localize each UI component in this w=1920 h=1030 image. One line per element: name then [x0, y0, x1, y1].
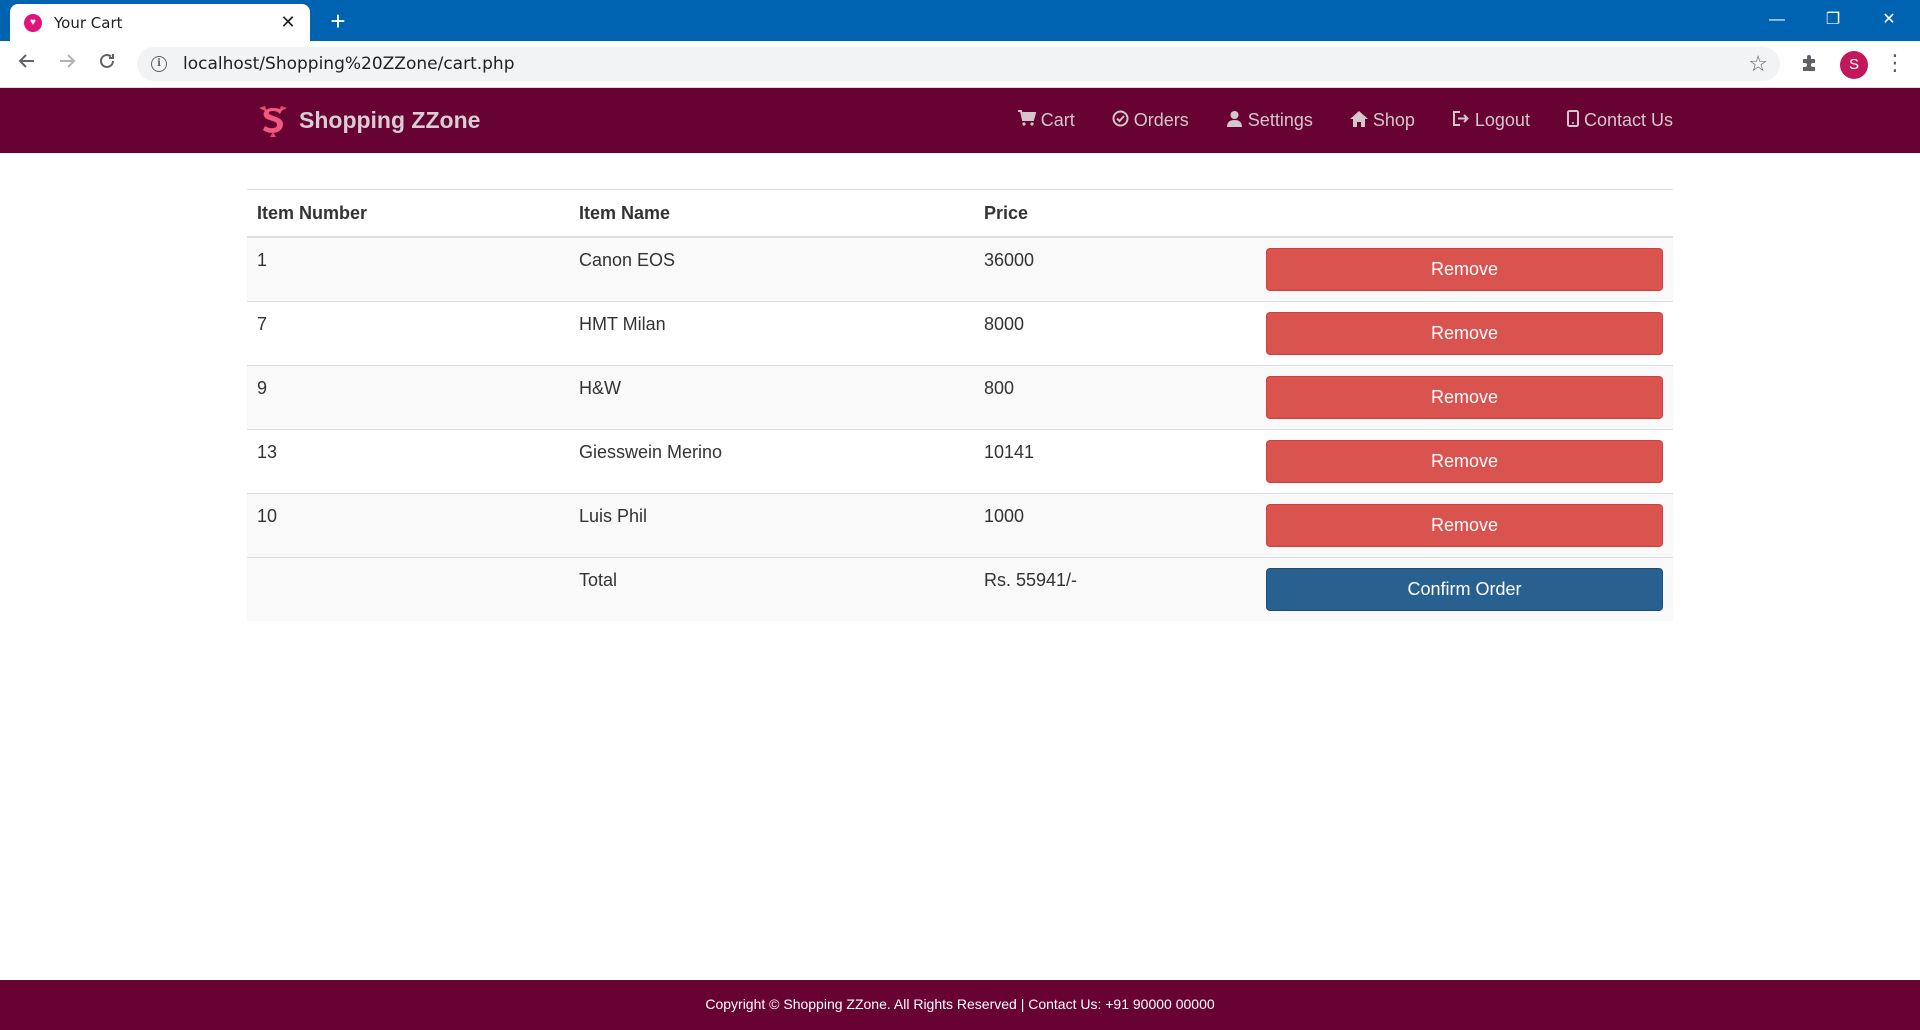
window-restore-button[interactable]: ❐: [1825, 11, 1841, 28]
site-info-icon[interactable]: i: [151, 56, 167, 72]
table-row: 9 H&W 800 Remove: [247, 365, 1673, 430]
remove-button[interactable]: Remove: [1266, 440, 1663, 483]
item-name: H&W: [569, 365, 974, 430]
item-price: 800: [974, 365, 1256, 430]
forward-arrow-icon: [60, 54, 76, 68]
site-favicon-icon: ♥: [24, 13, 42, 32]
window-close-button[interactable]: ✕: [1882, 11, 1896, 28]
browser-tab[interactable]: ♥ Your Cart ✕: [10, 4, 310, 41]
reload-icon: [100, 53, 114, 68]
total-label: Total: [569, 557, 974, 621]
item-number: 1: [247, 236, 569, 302]
site-navbar: Shopping ZZone Cart Orders Settings Shop: [0, 88, 1920, 153]
nav-settings[interactable]: Settings: [1226, 110, 1313, 132]
logout-icon: [1452, 110, 1470, 132]
brand-link[interactable]: Shopping ZZone: [255, 102, 480, 138]
reload-button[interactable]: [93, 51, 121, 79]
header-price: Price: [974, 189, 1256, 238]
table-row: 10 Luis Phil 1000 Remove: [247, 493, 1673, 558]
total-row: Total Rs. 55941/- Confirm Order: [247, 557, 1673, 621]
cart-table: Item Number Item Name Price 1 Canon EOS …: [247, 189, 1673, 621]
extensions-puzzle-icon[interactable]: [1800, 53, 1820, 79]
phone-icon: [1566, 109, 1579, 132]
nav-cart[interactable]: Cart: [1017, 110, 1075, 131]
item-name: Giesswein Merino: [569, 429, 974, 494]
site-footer: Copyright © Shopping ZZone. All Rights R…: [0, 980, 1920, 1030]
address-bar[interactable]: i localhost/Shopping%20ZZone/cart.php ☆: [137, 47, 1780, 81]
nav-shop[interactable]: Shop: [1349, 110, 1415, 132]
tab-title: Your Cart: [54, 13, 123, 32]
browser-menu-icon[interactable]: ⋮: [1884, 50, 1906, 75]
user-icon: [1226, 110, 1243, 132]
item-name: Luis Phil: [569, 493, 974, 558]
browser-tab-bar: ♥ Your Cart ✕ + — ❐ ✕: [0, 0, 1920, 41]
new-tab-button[interactable]: +: [330, 6, 346, 36]
nav-logout-label: Logout: [1474, 110, 1530, 130]
window-minimize-button[interactable]: —: [1769, 11, 1785, 28]
browser-toolbar: i localhost/Shopping%20ZZone/cart.php ☆ …: [0, 41, 1920, 88]
header-item-name: Item Name: [569, 189, 974, 238]
table-row: 13 Giesswein Merino 10141 Remove: [247, 429, 1673, 494]
nav-menu: Cart Orders Settings Shop Logout: [981, 88, 1673, 153]
bookmark-star-icon[interactable]: ☆: [1748, 51, 1768, 76]
total-empty-cell: [247, 557, 569, 621]
item-name: Canon EOS: [569, 236, 974, 302]
tab-close-icon[interactable]: ✕: [280, 12, 296, 32]
footer-copyright: Copyright © Shopping ZZone. All Rights R…: [705, 996, 1215, 1012]
header-item-number: Item Number: [247, 189, 569, 238]
item-price: 36000: [974, 236, 1256, 302]
remove-button[interactable]: Remove: [1266, 248, 1663, 291]
total-value: Rs. 55941/-: [974, 557, 1256, 621]
check-circle-icon: [1112, 110, 1129, 132]
forward-button[interactable]: [53, 51, 81, 79]
table-row: 7 HMT Milan 8000 Remove: [247, 301, 1673, 366]
home-icon: [1349, 110, 1368, 132]
nav-shop-label: Shop: [1372, 110, 1415, 130]
confirm-order-button[interactable]: Confirm Order: [1266, 568, 1663, 611]
item-name: HMT Milan: [569, 301, 974, 366]
table-header-row: Item Number Item Name Price: [247, 189, 1673, 238]
remove-button[interactable]: Remove: [1266, 376, 1663, 419]
brand-name: Shopping ZZone: [299, 106, 481, 133]
back-button[interactable]: [13, 51, 41, 79]
table-row: 1 Canon EOS 36000 Remove: [247, 236, 1673, 302]
cart-icon: [1017, 110, 1037, 131]
profile-avatar[interactable]: S: [1840, 51, 1868, 79]
nav-contact-label: Contact Us: [1583, 110, 1673, 130]
item-price: 1000: [974, 493, 1256, 558]
item-number: 7: [247, 301, 569, 366]
nav-contact[interactable]: Contact Us: [1566, 109, 1673, 132]
back-arrow-icon: [18, 54, 34, 68]
brand-logo-icon: [259, 106, 287, 137]
url-text[interactable]: localhost/Shopping%20ZZone/cart.php: [183, 54, 515, 74]
remove-button[interactable]: Remove: [1266, 312, 1663, 355]
item-price: 10141: [974, 429, 1256, 494]
remove-button[interactable]: Remove: [1266, 504, 1663, 547]
item-number: 13: [247, 429, 569, 494]
nav-orders-label: Orders: [1133, 110, 1189, 130]
nav-settings-label: Settings: [1247, 110, 1313, 130]
item-price: 8000: [974, 301, 1256, 366]
nav-orders[interactable]: Orders: [1112, 110, 1189, 132]
nav-logout[interactable]: Logout: [1452, 110, 1530, 132]
nav-cart-label: Cart: [1040, 110, 1075, 130]
item-number: 9: [247, 365, 569, 430]
header-action: [1256, 189, 1673, 238]
item-number: 10: [247, 493, 569, 558]
